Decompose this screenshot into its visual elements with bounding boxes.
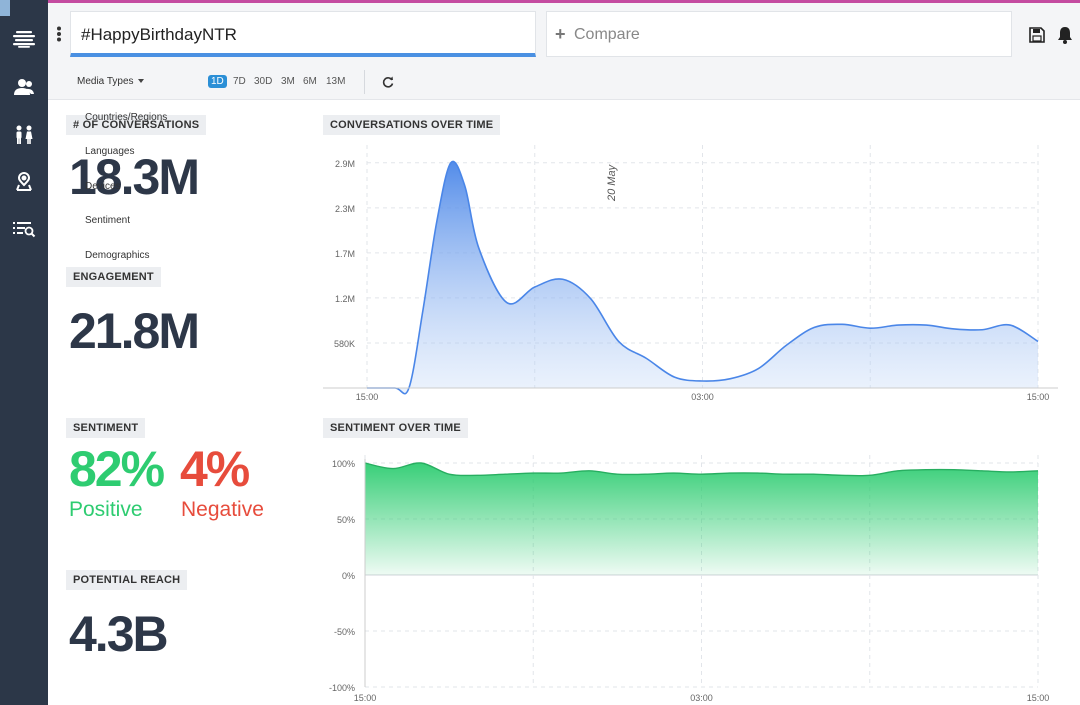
y-tick-label: 1.2M (335, 294, 355, 304)
range-3m-tab[interactable]: 3M (281, 76, 295, 87)
compare-button[interactable]: + Compare (546, 11, 1012, 57)
menu-item-countries[interactable]: Countries/Regions (85, 112, 168, 123)
x-tick-label: 15:00 (356, 392, 379, 402)
range-6m-tab[interactable]: 6M (303, 76, 317, 87)
y-tick-label: 50% (337, 515, 355, 525)
y-tick-label: 580K (334, 339, 355, 349)
positive-percent: 82% (69, 441, 165, 497)
sentiment-chart-title: SENTIMENT OVER TIME (323, 418, 468, 438)
x-tick-label: 15:00 (1027, 392, 1050, 402)
conversations-chart-title: CONVERSATIONS OVER TIME (323, 115, 501, 135)
y-tick-label: 1.7M (335, 249, 355, 259)
range-30d-tab[interactable]: 30D (254, 76, 273, 87)
more-options-icon[interactable] (56, 26, 62, 44)
sentiment-label: SENTIMENT (66, 418, 146, 438)
x-tick-label: 03:00 (690, 693, 713, 703)
top-accent-line (0, 0, 1080, 3)
y-tick-label: -100% (329, 683, 355, 693)
menu-item-demographics[interactable]: Demographics (85, 250, 150, 261)
refresh-icon[interactable] (382, 75, 394, 88)
positive-label: Positive (69, 498, 143, 521)
audience-icon[interactable] (11, 76, 37, 98)
x-tick-label: 15:00 (354, 693, 377, 703)
range-13m-tab[interactable]: 13M (326, 76, 346, 87)
sidebar-top-strip (0, 0, 10, 16)
conversations-line (367, 160, 1039, 395)
y-tick-label: 2.3M (335, 204, 355, 214)
date-annotation: 20 May (606, 163, 618, 202)
conversations-value: 18.3M (69, 149, 200, 205)
range-1d-tab[interactable]: 1D (208, 75, 227, 88)
negative-label: Negative (181, 498, 264, 521)
search-list-icon[interactable] (11, 218, 37, 240)
demographics-icon[interactable] (11, 124, 37, 146)
x-tick-label: 15:00 (1027, 693, 1050, 703)
reach-label: POTENTIAL REACH (66, 570, 188, 590)
save-icon[interactable] (1029, 27, 1045, 43)
reach-value: 4.3B (69, 606, 169, 662)
range-7d-tab[interactable]: 7D (233, 76, 246, 87)
engagement-value: 21.8M (69, 303, 200, 359)
y-tick-label: 2.9M (335, 159, 355, 169)
sidebar (0, 0, 48, 705)
media-types-label: Media Types (77, 76, 134, 87)
engagement-label: ENGAGEMENT (66, 267, 161, 287)
logo-icon[interactable] (11, 28, 37, 50)
search-field[interactable] (70, 11, 536, 57)
caret-down-icon (137, 79, 144, 84)
plus-icon: + (555, 24, 566, 44)
sentiment-over-time-chart: 100%50%0%-50%-100%15:00 03:00 15:00 (329, 455, 1050, 703)
y-tick-label: 100% (332, 459, 355, 469)
sentiment-area (365, 462, 1038, 575)
filter-bar (48, 63, 1080, 100)
y-tick-label: -50% (334, 627, 355, 637)
menu-item-sentiment[interactable]: Sentiment (85, 215, 131, 226)
conversations-over-time-chart: 580K 1.2M 1.7M 2.3M 2.9M 15:00 03:00 15:00 20 Ma… (323, 145, 1058, 402)
menu-item-devices[interactable]: Devices (85, 181, 121, 192)
negative-percent: 4% (180, 441, 250, 497)
sentiment-line (364, 462, 1039, 477)
conversations-area (367, 161, 1038, 394)
x-tick-label: 03:00 (691, 392, 714, 402)
conversations-label: # OF CONVERSATIONS (66, 115, 207, 135)
media-types-dropdown[interactable]: Media Types (77, 76, 144, 87)
filter-divider (364, 70, 365, 94)
search-input[interactable] (81, 22, 521, 48)
y-tick-label: 0% (342, 571, 355, 581)
compare-label: Compare (574, 26, 640, 43)
notifications-bell-icon[interactable] (1057, 26, 1073, 44)
menu-item-languages[interactable]: Languages (85, 146, 135, 157)
location-icon[interactable] (11, 171, 37, 193)
